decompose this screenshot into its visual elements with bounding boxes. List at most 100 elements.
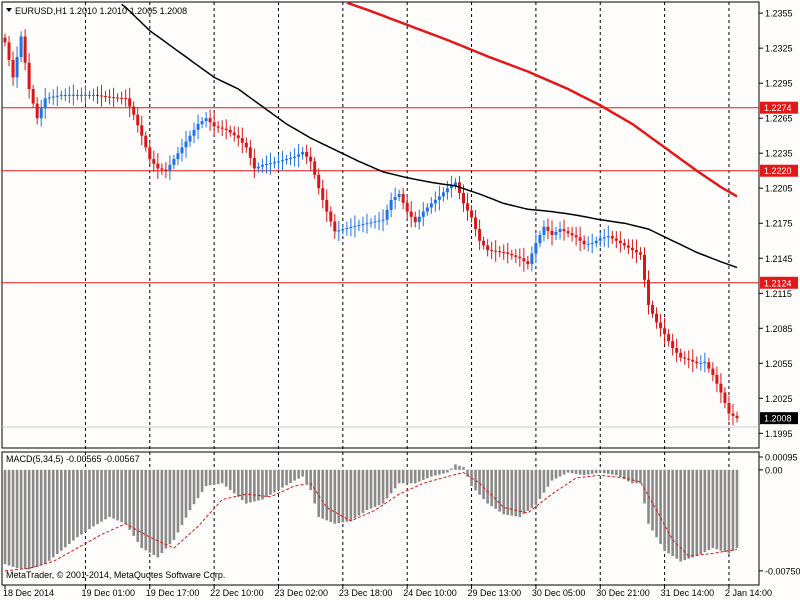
candle-body xyxy=(377,220,381,222)
candle-body xyxy=(570,233,574,236)
ma-fast-line xyxy=(121,3,738,269)
macd-bar xyxy=(216,469,220,484)
macd-bar xyxy=(100,469,103,522)
candle-body xyxy=(132,106,136,115)
level-tag xyxy=(760,276,798,289)
candle-body xyxy=(140,125,144,136)
candle-body xyxy=(120,97,124,99)
macd-bar xyxy=(667,469,670,554)
macd-bar xyxy=(353,469,357,519)
candle-body xyxy=(421,211,425,217)
candle-body xyxy=(510,253,514,256)
candle-body xyxy=(679,352,683,358)
dropdown-arrow-icon[interactable] xyxy=(6,8,12,12)
time-tick-label: 19 Dec 01:00 xyxy=(81,588,135,598)
candle-body xyxy=(546,226,550,231)
macd-histogram xyxy=(3,464,739,570)
macd-bar xyxy=(438,469,441,475)
macd-bar xyxy=(140,469,144,548)
macd-bar xyxy=(482,469,485,500)
macd-bar xyxy=(112,469,115,519)
time-tick-label: 24 Dec 10:00 xyxy=(403,588,457,598)
macd-bar xyxy=(124,469,127,524)
candle-body xyxy=(220,127,224,129)
candle-body xyxy=(353,225,357,227)
macd-bar xyxy=(510,469,514,516)
candle-body xyxy=(252,157,256,169)
candle-body xyxy=(100,95,104,97)
macd-bar xyxy=(430,469,433,477)
macd-bar xyxy=(417,469,421,482)
macd-bar xyxy=(393,469,397,489)
macd-bar xyxy=(506,469,510,515)
macd-bar xyxy=(108,469,111,517)
macd-bar xyxy=(554,469,558,479)
macd-bar xyxy=(695,469,699,557)
candle-body xyxy=(285,159,289,161)
macd-bar xyxy=(224,469,228,487)
candle-body xyxy=(735,415,739,419)
candle-body xyxy=(11,59,15,78)
macd-bar xyxy=(373,469,377,507)
macd-bar xyxy=(168,469,172,545)
candle-body xyxy=(638,252,642,255)
macd-bar xyxy=(3,469,7,565)
price-tick-label: 1.1995 xyxy=(765,429,793,439)
candle-body xyxy=(494,250,498,252)
candle-body xyxy=(23,36,27,63)
macd-bar xyxy=(51,469,55,558)
candle-body xyxy=(522,258,526,262)
macd-bar xyxy=(377,469,381,506)
candle-body xyxy=(687,358,691,360)
candle-body xyxy=(128,98,132,107)
candle-body xyxy=(393,196,397,200)
macd-bar xyxy=(409,469,413,484)
price-tick-label: 1.2175 xyxy=(765,219,793,229)
macd-bar xyxy=(92,469,95,527)
candle-body xyxy=(236,135,240,139)
candle-body xyxy=(79,94,83,96)
macd-bar xyxy=(313,469,316,504)
candle-body xyxy=(470,210,474,218)
macd-bar xyxy=(715,469,719,550)
macd-bar xyxy=(655,469,658,538)
candle-body xyxy=(91,94,95,96)
candle-body xyxy=(337,230,341,232)
macd-bar xyxy=(643,469,646,504)
price-tick-label: 1.2145 xyxy=(765,254,793,264)
macd-bar xyxy=(309,469,312,491)
macd-bar xyxy=(723,469,727,553)
candle-body xyxy=(482,240,486,246)
candle-body xyxy=(486,245,490,251)
price-tick-label: 1.2235 xyxy=(765,149,793,159)
macd-bar xyxy=(249,469,252,503)
candle-body xyxy=(216,126,220,128)
candle-body xyxy=(514,255,518,257)
macd-bar xyxy=(136,469,140,542)
macd-bar xyxy=(104,469,107,520)
candle-body xyxy=(731,413,735,416)
macd-bar xyxy=(550,469,554,481)
macd-bar xyxy=(615,469,618,476)
candle-body xyxy=(707,362,711,369)
macd-bar xyxy=(397,469,401,484)
candle-body xyxy=(63,94,67,96)
macd-bar xyxy=(546,469,550,487)
candle-body xyxy=(663,328,667,335)
candle-body xyxy=(228,129,232,133)
macd-bar xyxy=(598,469,602,473)
candle-body xyxy=(83,94,87,96)
macd-bar xyxy=(582,469,586,476)
macd-tick-label: -0.00750 xyxy=(765,566,800,576)
macd-bar xyxy=(337,469,341,524)
macd-bar xyxy=(39,469,43,566)
candle-body xyxy=(136,114,140,126)
candle-body xyxy=(301,152,305,155)
candle-body xyxy=(232,132,236,136)
candle-body xyxy=(196,124,200,130)
time-tick-label: 30 Dec 21:00 xyxy=(596,588,650,598)
symbol-header[interactable]: EURUSD,H1 1.2010 1.2010 1.2005 1.2008 xyxy=(6,6,187,16)
candle-body xyxy=(397,194,401,197)
candle-body xyxy=(31,89,35,104)
candle-body xyxy=(244,142,248,148)
